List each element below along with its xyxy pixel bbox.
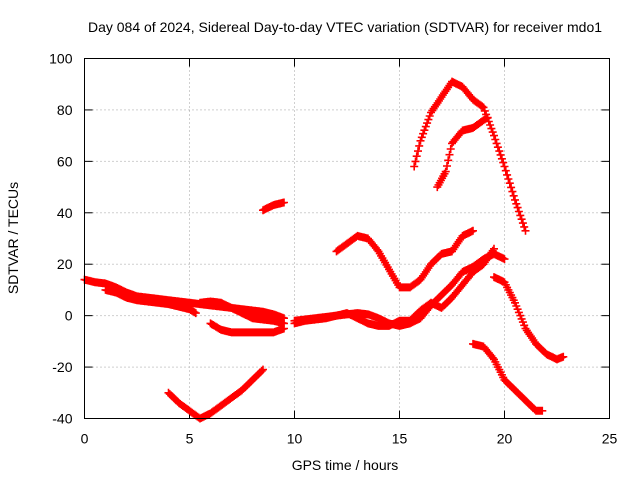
plus-markers xyxy=(410,77,530,235)
x-tick-label: 15 xyxy=(392,431,408,447)
y-tick-label: 40 xyxy=(57,205,73,221)
y-tick-label: 80 xyxy=(57,102,73,118)
plus-markers xyxy=(433,113,492,192)
x-tick-label: 10 xyxy=(287,431,303,447)
x-tick-label: 20 xyxy=(497,431,513,447)
y-axis-label: SDTVAR / TECUs xyxy=(5,182,21,294)
axis-ticks xyxy=(84,58,610,419)
series-trace-13 xyxy=(469,339,547,415)
x-axis-label: GPS time / hours xyxy=(292,457,399,473)
series-trace-8 xyxy=(290,244,498,330)
data-markers xyxy=(80,77,568,423)
plus-markers xyxy=(469,339,547,415)
series-trace-4 xyxy=(206,319,288,337)
plus-markers xyxy=(164,365,267,423)
plus-markers xyxy=(101,285,200,318)
plus-markers xyxy=(332,226,477,292)
plus-markers xyxy=(196,297,288,328)
series-trace-3 xyxy=(196,297,288,328)
y-tick-label: -40 xyxy=(52,411,72,427)
series-trace-10 xyxy=(410,77,530,235)
chart-title: Day 084 of 2024, Sidereal Day-to-day VTE… xyxy=(88,19,602,35)
series-trace-2 xyxy=(101,285,200,318)
plot-frame xyxy=(84,58,610,419)
y-tick-label: 60 xyxy=(57,153,73,169)
x-tick-label: 5 xyxy=(186,431,194,447)
x-tick-label: 0 xyxy=(81,431,89,447)
series-trace-5 xyxy=(164,365,267,423)
tick-labels: 0 5 10 15 20 25 -40 -20 0 20 40 60 80 100 xyxy=(49,51,617,447)
x-tick-label: 25 xyxy=(602,431,618,447)
plus-markers xyxy=(206,319,288,337)
series-trace-12 xyxy=(490,273,568,364)
y-tick-label: 20 xyxy=(57,256,73,272)
series-trace-11 xyxy=(433,113,492,192)
y-tick-label: -20 xyxy=(52,359,72,375)
plus-markers xyxy=(490,273,568,364)
plus-markers xyxy=(259,198,288,215)
series-trace-6 xyxy=(259,198,288,215)
plus-markers xyxy=(290,244,498,330)
y-tick-label: 0 xyxy=(65,308,73,324)
series-trace-9 xyxy=(332,226,477,292)
y-tick-label: 100 xyxy=(49,51,73,67)
grid xyxy=(84,58,610,419)
